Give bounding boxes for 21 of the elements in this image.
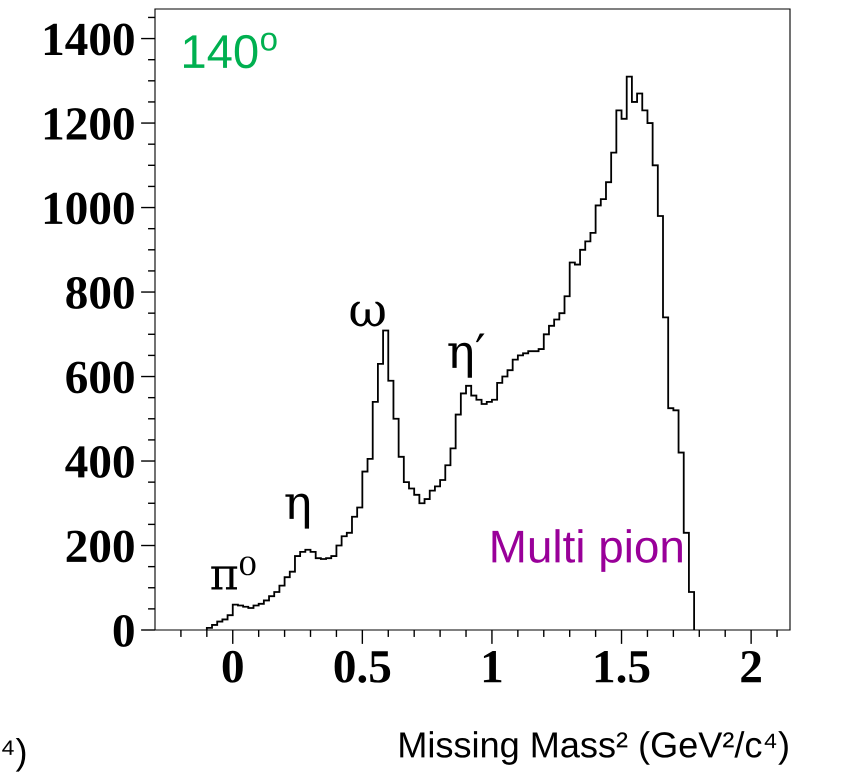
x-tick-label: 2	[741, 650, 761, 682]
y-tick-label: 800	[66, 277, 134, 309]
x-axis-title: Missing Mass² (GeV²/c⁴)	[400, 731, 788, 765]
x-tick-label: 1.5	[596, 651, 650, 683]
annotation: η	[285, 494, 310, 529]
y-tick-label: 600	[66, 362, 134, 394]
annotation: Multi pion	[492, 529, 682, 572]
x-tick-label: 1	[484, 651, 502, 682]
annotation: 140$^{o}$	[184, 32, 277, 68]
text: ⁴)	[2, 738, 26, 772]
y-tick-label: 1200	[44, 108, 134, 140]
annotation: ω	[350, 302, 385, 326]
annotation: π⁰	[211, 556, 256, 590]
x-tick-label: 0.5	[334, 650, 390, 683]
annotation: η′	[448, 334, 485, 378]
x-tick-label: 0	[222, 650, 243, 683]
y-tick-label: 0	[114, 614, 134, 647]
y-tick-label: 200	[66, 530, 134, 562]
y-tick-label: 1000	[44, 192, 134, 224]
y-tick-label: 1400	[44, 24, 134, 56]
y-tick-label: 400	[65, 446, 134, 478]
